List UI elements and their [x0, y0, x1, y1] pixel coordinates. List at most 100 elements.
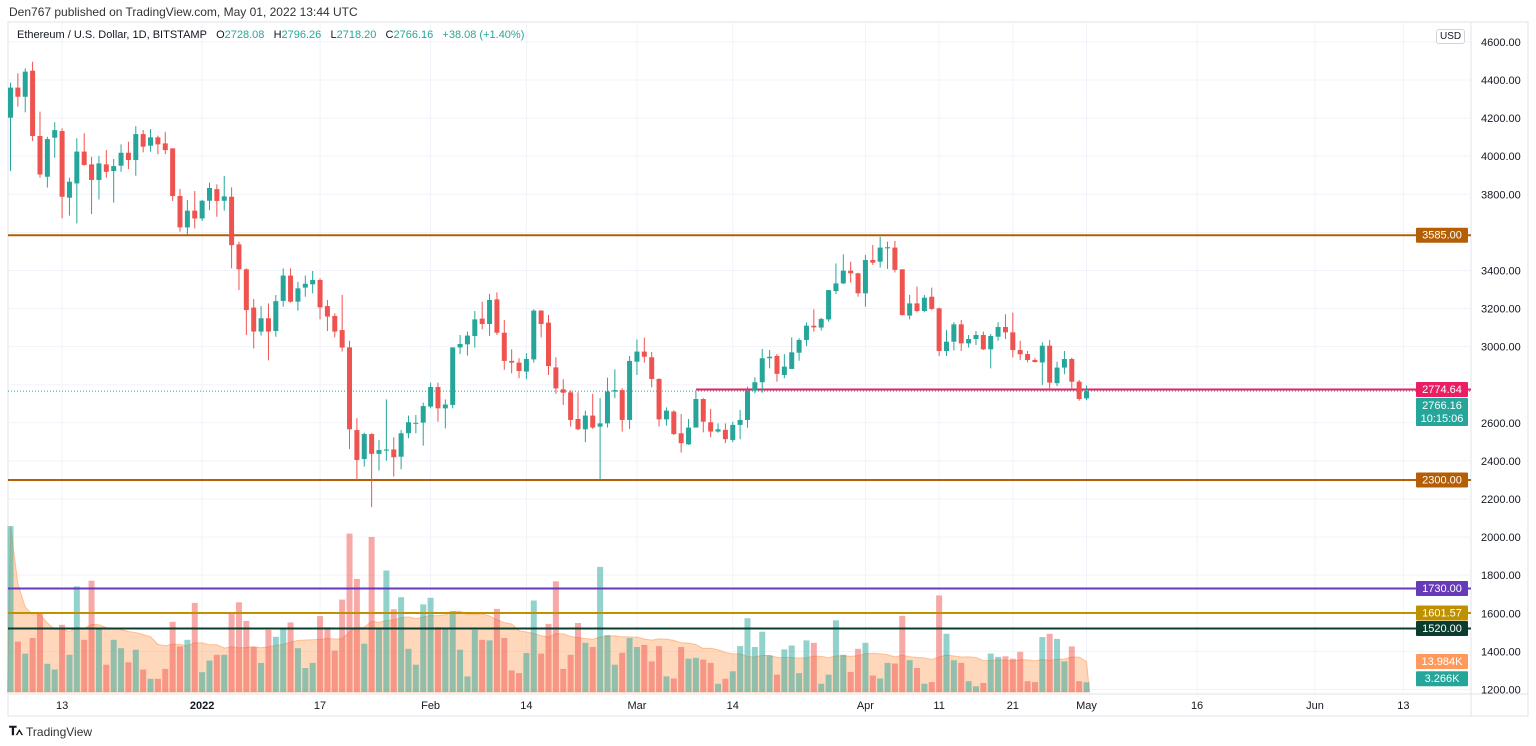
candle-body[interactable] — [1084, 391, 1090, 399]
candle-body[interactable] — [914, 303, 920, 312]
candle-body[interactable] — [1047, 345, 1053, 383]
candle-body[interactable] — [37, 135, 43, 175]
candle-body[interactable] — [206, 187, 212, 201]
candle-body[interactable] — [148, 137, 154, 146]
candle-body[interactable] — [663, 410, 669, 420]
candle-body[interactable] — [391, 449, 397, 458]
candle-body[interactable] — [1010, 332, 1016, 351]
candle-body[interactable] — [103, 164, 109, 172]
candle-body[interactable] — [450, 347, 456, 405]
candle-body[interactable] — [251, 307, 257, 332]
candle-body[interactable] — [273, 301, 279, 332]
candle-body[interactable] — [627, 360, 633, 420]
candle-body[interactable] — [988, 335, 994, 350]
candle-body[interactable] — [531, 310, 537, 360]
candle-body[interactable] — [74, 151, 80, 184]
candle-body[interactable] — [943, 341, 949, 352]
candle-body[interactable] — [796, 339, 802, 353]
candle-body[interactable] — [354, 430, 360, 460]
candle-body[interactable] — [413, 422, 419, 424]
candle-body[interactable] — [885, 247, 891, 249]
candle-body[interactable] — [686, 427, 692, 445]
candle-body[interactable] — [96, 163, 102, 180]
symbol-name[interactable]: Ethereum / U.S. Dollar, 1D, BITSTAMP — [17, 29, 207, 41]
candle-body[interactable] — [995, 327, 1001, 337]
candle-body[interactable] — [479, 318, 485, 324]
candle-body[interactable] — [833, 283, 839, 292]
candle-body[interactable] — [66, 181, 72, 198]
candle-body[interactable] — [258, 318, 264, 332]
candle-body[interactable] — [641, 351, 647, 357]
candle-body[interactable] — [1039, 345, 1045, 363]
candle-body[interactable] — [877, 247, 883, 262]
candle-body[interactable] — [848, 270, 854, 274]
candle-body[interactable] — [265, 318, 271, 332]
candle-body[interactable] — [538, 310, 544, 324]
candle-body[interactable] — [295, 288, 301, 302]
candle-body[interactable] — [457, 343, 463, 348]
candle-body[interactable] — [420, 406, 426, 423]
candle-body[interactable] — [818, 319, 824, 328]
candle-body[interactable] — [929, 296, 935, 309]
candle-body[interactable] — [361, 434, 367, 459]
candle-body[interactable] — [951, 324, 957, 342]
candle-body[interactable] — [546, 322, 552, 367]
candle-body[interactable] — [590, 415, 596, 428]
candle-body[interactable] — [516, 362, 522, 372]
candle-body[interactable] — [840, 270, 846, 284]
candle-body[interactable] — [184, 210, 190, 228]
candle-body[interactable] — [162, 143, 168, 151]
candle-body[interactable] — [1061, 359, 1067, 368]
candle-body[interactable] — [317, 279, 323, 308]
candle-body[interactable] — [811, 325, 817, 328]
candle-body[interactable] — [442, 404, 448, 409]
candle-body[interactable] — [722, 429, 728, 440]
candle-body[interactable] — [980, 335, 986, 350]
candle-body[interactable] — [280, 275, 286, 301]
candle-body[interactable] — [155, 137, 161, 145]
candle-body[interactable] — [1017, 350, 1023, 355]
candle-body[interactable] — [781, 366, 787, 376]
candle-body[interactable] — [619, 390, 625, 420]
candle-body[interactable] — [700, 399, 706, 422]
candle-body[interactable] — [472, 319, 478, 336]
candle-body[interactable] — [826, 290, 832, 320]
candle-body[interactable] — [494, 299, 500, 333]
candle-body[interactable] — [302, 283, 308, 288]
candle-body[interactable] — [921, 297, 927, 312]
candle-body[interactable] — [288, 275, 294, 302]
candle-body[interactable] — [767, 356, 773, 359]
candle-body[interactable] — [803, 325, 809, 340]
candle-body[interactable] — [1025, 354, 1031, 360]
candle-body[interactable] — [597, 423, 603, 427]
candle-body[interactable] — [1032, 359, 1038, 363]
candle-body[interactable] — [693, 399, 699, 428]
candle-body[interactable] — [789, 352, 795, 369]
candle-body[interactable] — [1054, 367, 1060, 384]
candle-body[interactable] — [855, 273, 861, 294]
candle-body[interactable] — [30, 70, 36, 136]
candle-body[interactable] — [22, 71, 28, 97]
candle-body[interactable] — [15, 87, 21, 97]
candle-body[interactable] — [405, 422, 411, 434]
candle-body[interactable] — [376, 450, 382, 454]
candle-body[interactable] — [730, 424, 736, 440]
candle-body[interactable] — [1076, 381, 1082, 400]
candle-body[interactable] — [671, 411, 677, 435]
candle-body[interactable] — [737, 419, 743, 425]
candle-body[interactable] — [568, 392, 574, 420]
currency-badge[interactable]: USD — [1436, 29, 1466, 44]
candle-body[interactable] — [170, 148, 176, 196]
candle-body[interactable] — [435, 387, 441, 409]
candle-body[interactable] — [347, 347, 353, 430]
candle-body[interactable] — [612, 390, 618, 392]
candle-body[interactable] — [501, 332, 507, 361]
candle-body[interactable] — [118, 152, 124, 166]
candle-body[interactable] — [111, 166, 117, 172]
candle-body[interactable] — [862, 259, 868, 294]
candle-body[interactable] — [509, 360, 515, 363]
candle-body[interactable] — [133, 134, 139, 160]
candle-body[interactable] — [125, 152, 131, 160]
candle-body[interactable] — [649, 357, 655, 380]
